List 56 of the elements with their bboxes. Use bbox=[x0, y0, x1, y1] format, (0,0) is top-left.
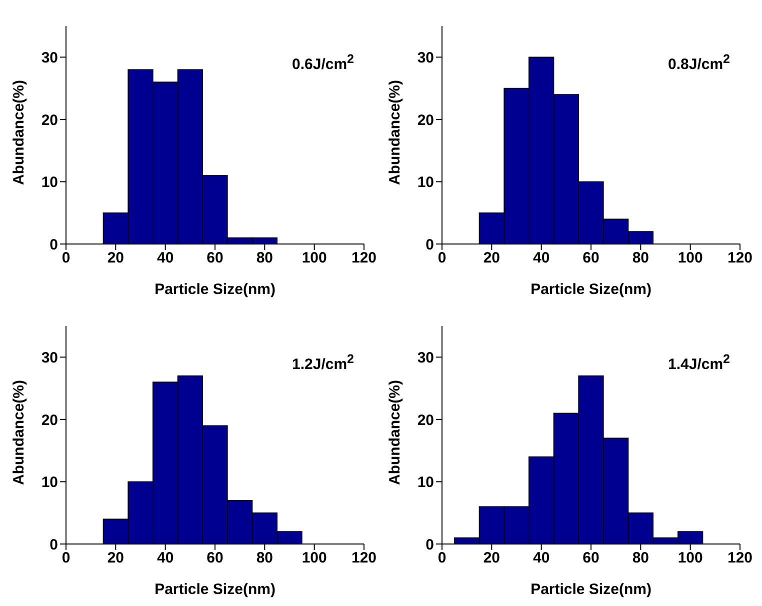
y-tick-label: 20 bbox=[41, 112, 58, 129]
x-tick-label: 120 bbox=[351, 550, 377, 567]
y-tick-label: 0 bbox=[50, 536, 58, 554]
y-tick-label: 30 bbox=[417, 49, 434, 66]
y-axis-title: Abundance(%) bbox=[10, 80, 28, 185]
x-tick-label: 100 bbox=[678, 550, 703, 567]
x-tick-label: 0 bbox=[62, 550, 70, 567]
y-tick-label: 20 bbox=[417, 112, 434, 129]
x-tick-label: 0 bbox=[438, 550, 446, 567]
x-tick-label: 20 bbox=[107, 550, 124, 567]
x-tick-label: 120 bbox=[727, 250, 753, 267]
x-tick-label: 80 bbox=[632, 550, 650, 567]
x-tick-label: 60 bbox=[206, 250, 224, 267]
y-tick-label: 30 bbox=[41, 49, 58, 66]
x-tick-label: 40 bbox=[532, 550, 550, 567]
x-tick-label: 100 bbox=[302, 550, 327, 567]
x-tick-label: 40 bbox=[156, 550, 174, 567]
x-tick-label: 20 bbox=[483, 550, 500, 567]
x-tick-label: 20 bbox=[107, 250, 124, 267]
x-tick-label: 20 bbox=[483, 250, 500, 267]
y-axis-title: Abundance(%) bbox=[386, 380, 404, 485]
x-tick-label: 0 bbox=[438, 250, 446, 267]
annotation: 1.4J/cm$^{2}$ bbox=[668, 352, 730, 373]
x-tick-label: 40 bbox=[532, 250, 550, 267]
x-axis-title: Particle Size(nm) bbox=[154, 581, 276, 598]
x-tick-label: 120 bbox=[351, 250, 377, 267]
x-tick-label: 0 bbox=[62, 250, 70, 267]
x-tick-label: 100 bbox=[302, 250, 327, 267]
y-tick-label: 0 bbox=[426, 536, 434, 554]
y-tick-label: 10 bbox=[417, 474, 434, 492]
x-tick-label: 100 bbox=[678, 250, 703, 267]
y-tick-label: 20 bbox=[41, 412, 58, 429]
x-axis-title: Particle Size(nm) bbox=[530, 281, 652, 298]
y-tick-label: 0 bbox=[50, 236, 58, 254]
y-tick-label: 0 bbox=[426, 236, 434, 254]
y-tick-label: 10 bbox=[41, 174, 58, 192]
annotation: 0.8J/cm$^{2}$ bbox=[668, 52, 730, 73]
x-tick-label: 40 bbox=[156, 250, 174, 267]
y-tick-label: 10 bbox=[41, 474, 58, 492]
x-tick-label: 60 bbox=[582, 250, 600, 267]
x-axis-title: Particle Size(nm) bbox=[530, 581, 652, 598]
x-axis-title: Particle Size(nm) bbox=[154, 281, 276, 298]
x-tick-label: 60 bbox=[582, 550, 600, 567]
x-tick-label: 80 bbox=[256, 250, 274, 267]
y-axis-title: Abundance(%) bbox=[10, 380, 28, 485]
x-tick-label: 80 bbox=[632, 250, 650, 267]
y-tick-label: 10 bbox=[417, 174, 434, 192]
annotation: 0.6J/cm$^{2}$ bbox=[292, 52, 354, 73]
x-tick-label: 80 bbox=[256, 550, 274, 567]
y-tick-label: 20 bbox=[417, 412, 434, 429]
y-tick-label: 30 bbox=[417, 349, 434, 366]
y-axis-title: Abundance(%) bbox=[386, 80, 404, 185]
y-tick-label: 30 bbox=[41, 349, 58, 366]
annotation: 1.2J/cm$^{2}$ bbox=[292, 352, 354, 373]
x-tick-label: 60 bbox=[206, 550, 224, 567]
x-tick-label: 120 bbox=[727, 550, 753, 567]
